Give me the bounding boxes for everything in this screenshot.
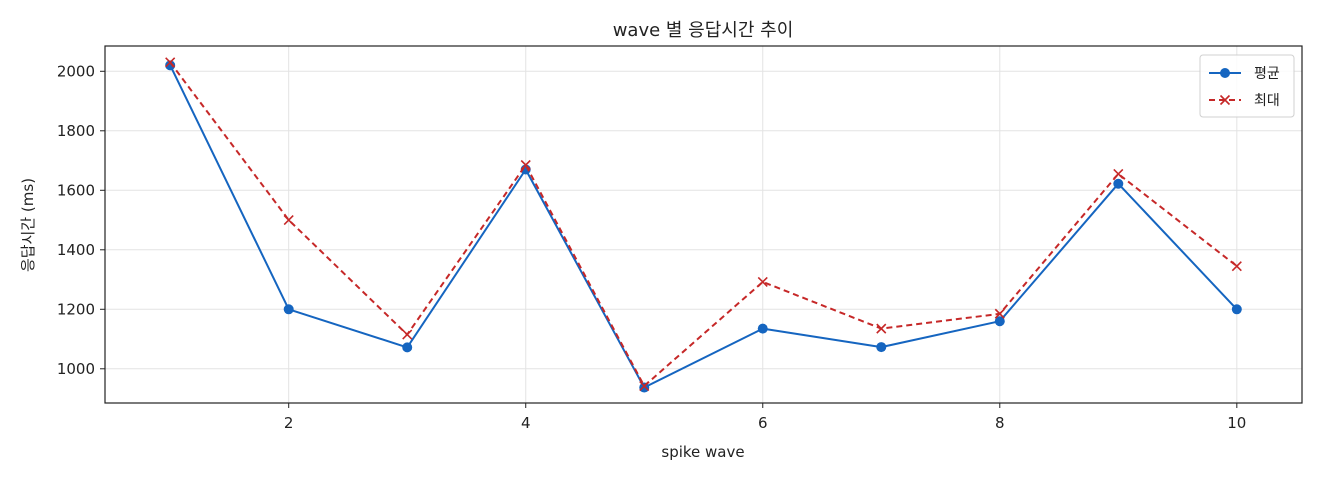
series-max xyxy=(165,57,1242,392)
data-point xyxy=(283,214,294,226)
chart-title: wave 별 응답시간 추이 xyxy=(613,20,794,41)
y-tick-label: 1200 xyxy=(57,300,95,318)
data-point xyxy=(994,316,1005,327)
series-layer xyxy=(165,57,1242,393)
data-point xyxy=(757,276,768,287)
y-tick-label: 1400 xyxy=(57,241,95,259)
data-point xyxy=(402,329,413,340)
x-axis-label: spike wave xyxy=(661,443,744,461)
data-point xyxy=(165,60,176,71)
data-point xyxy=(876,323,887,334)
y-tick-label: 2000 xyxy=(57,62,95,80)
data-point xyxy=(994,308,1005,319)
legend-marker xyxy=(1220,68,1230,78)
data-point xyxy=(283,304,294,315)
legend-item-max: 최대 xyxy=(1209,93,1280,109)
series-line-max xyxy=(169,61,1238,387)
y-axis: 1000 1200 1400 1600 1800 2000 xyxy=(57,62,105,378)
legend-box xyxy=(1199,54,1295,118)
y-axis-label: 응답시간 (ms) xyxy=(19,178,37,272)
data-point xyxy=(876,342,887,353)
x-tick-label: 10 xyxy=(1227,414,1246,432)
data-point xyxy=(520,159,531,171)
y-tick-label: 1000 xyxy=(57,360,95,378)
series-line-avg xyxy=(169,64,1238,389)
x-tick-label: 2 xyxy=(284,414,294,432)
plot-frame xyxy=(104,45,1303,404)
legend-label: 평균 xyxy=(1254,66,1280,82)
x-tick-label: 6 xyxy=(758,414,768,432)
legend-marker xyxy=(1219,94,1231,106)
y-tick-label: 1600 xyxy=(57,181,95,199)
x-axis: 2 4 6 8 10 xyxy=(284,403,1246,432)
x-tick-label: 4 xyxy=(521,414,531,432)
data-point xyxy=(1113,168,1124,179)
data-point xyxy=(757,323,768,334)
legend-item-avg: 평균 xyxy=(1209,66,1280,82)
data-point xyxy=(1113,178,1124,189)
data-point xyxy=(402,342,413,353)
data-point xyxy=(1231,261,1242,272)
data-point xyxy=(639,380,650,392)
x-tick-label: 8 xyxy=(995,414,1005,432)
legend-label: 최대 xyxy=(1254,93,1280,109)
data-point xyxy=(1231,304,1242,315)
data-point xyxy=(165,57,176,68)
grid xyxy=(105,46,1302,403)
y-tick-label: 1800 xyxy=(57,122,95,140)
